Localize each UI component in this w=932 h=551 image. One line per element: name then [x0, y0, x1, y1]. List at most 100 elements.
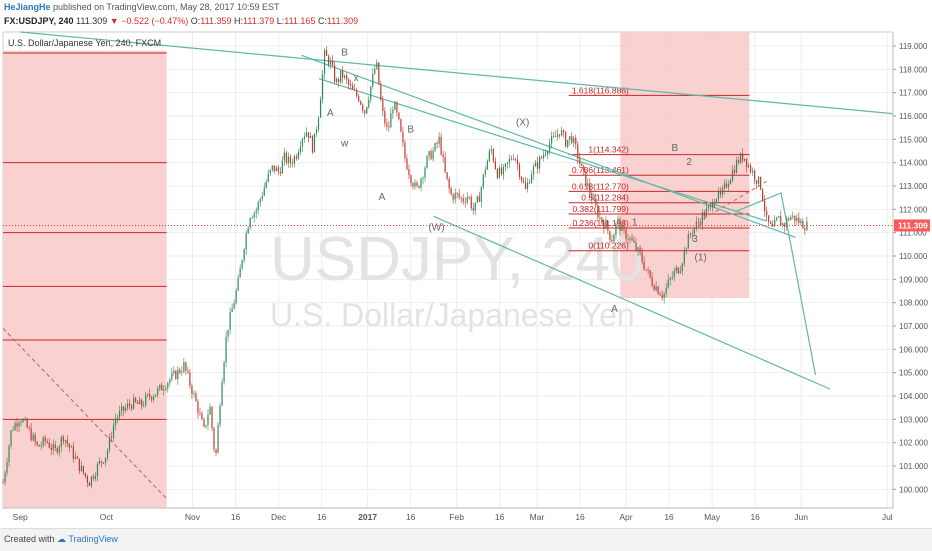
- candle-body: [217, 424, 219, 453]
- candle-body: [46, 441, 48, 443]
- candle-body: [4, 472, 6, 483]
- candle-body: [484, 169, 486, 175]
- candle-body: [165, 388, 167, 390]
- candle-body: [76, 456, 78, 459]
- candle-body: [80, 465, 82, 472]
- candle-body: [287, 156, 289, 163]
- candle-body: [502, 166, 505, 175]
- open-label: O:: [190, 16, 201, 26]
- candle-body: [631, 237, 633, 241]
- x-tick-label: Mar: [530, 512, 545, 522]
- candle-body: [504, 163, 507, 167]
- candle-body: [693, 227, 695, 234]
- y-tick-label: 108.000: [899, 299, 928, 308]
- candle-body: [309, 135, 312, 139]
- candle-body: [348, 79, 350, 85]
- candle-body: [243, 249, 245, 261]
- publish-info: HeJiangHe published on TradingView.com, …: [4, 2, 280, 12]
- wave-label: A: [327, 108, 334, 119]
- candle-body: [131, 405, 133, 409]
- candle-body: [468, 197, 470, 198]
- open-value: 111.359: [200, 16, 232, 26]
- candle-body: [167, 382, 169, 389]
- candle-body: [40, 445, 42, 447]
- candle-body: [538, 157, 541, 169]
- y-tick-label: 116.000: [899, 112, 928, 121]
- candle-body: [581, 163, 583, 167]
- candle-body: [669, 278, 671, 280]
- candle-body: [289, 156, 291, 164]
- candle-body: [478, 196, 480, 202]
- candle-body: [657, 286, 659, 294]
- candle-body: [133, 397, 135, 409]
- candle-body: [430, 151, 432, 160]
- candle-body: [233, 303, 235, 309]
- candle-body: [729, 180, 732, 185]
- candle-body: [482, 174, 484, 188]
- candle-body: [579, 158, 581, 164]
- candle-body: [756, 180, 758, 184]
- candle-body: [599, 217, 601, 218]
- x-tick-label: 16: [231, 512, 241, 522]
- wave-label: B: [671, 143, 678, 154]
- candle-body: [253, 213, 255, 218]
- price-tag: [894, 219, 930, 232]
- candle-body: [199, 413, 201, 415]
- candle-body: [241, 260, 243, 269]
- candle-body: [764, 200, 766, 212]
- candle-body: [412, 183, 414, 187]
- candle-body: [30, 428, 32, 441]
- candle-body: [114, 419, 117, 426]
- x-tick-label: Sep: [13, 512, 28, 522]
- candle-body: [665, 287, 667, 294]
- candle-body: [772, 223, 774, 227]
- candle-body: [506, 162, 509, 164]
- candle-body: [245, 233, 247, 250]
- candle-body: [639, 247, 641, 253]
- candle-body: [794, 215, 796, 222]
- candle-body: [627, 239, 629, 240]
- candle-body: [26, 419, 28, 428]
- candle-body: [750, 165, 752, 173]
- candle-body: [583, 166, 585, 172]
- candle-body: [6, 462, 8, 473]
- candle-body: [269, 169, 271, 174]
- candle-body: [806, 221, 808, 231]
- wave-label: 3: [692, 234, 698, 245]
- candle-body: [340, 70, 342, 83]
- y-tick-label: 113.000: [899, 182, 928, 191]
- candle-body: [593, 198, 595, 201]
- x-tick-label: May: [704, 512, 721, 522]
- candle-body: [651, 277, 653, 286]
- candle-body: [120, 406, 123, 412]
- candle-body: [223, 362, 225, 383]
- candle-body: [251, 217, 253, 219]
- candle-body: [641, 252, 643, 262]
- candle-body: [175, 370, 177, 380]
- candle-body: [434, 143, 436, 151]
- candle-body: [127, 403, 129, 408]
- candle-body: [227, 329, 229, 337]
- price-change: −0.522 (−0.47%): [121, 16, 189, 26]
- candle-body: [790, 216, 792, 220]
- author-link[interactable]: HeJiangHe: [4, 2, 51, 12]
- candle-body: [591, 193, 593, 201]
- candle-body: [315, 129, 318, 134]
- candle-body: [247, 227, 249, 234]
- candle-body: [623, 224, 625, 230]
- candle-body: [653, 285, 655, 291]
- candle-body: [569, 136, 571, 140]
- candle-body: [291, 163, 293, 165]
- candle-body: [547, 151, 549, 155]
- x-tick-label: Nov: [185, 512, 201, 522]
- tradingview-link[interactable]: TradingView: [68, 534, 118, 544]
- candle-body: [520, 176, 523, 181]
- candle-body: [687, 234, 689, 249]
- candle-body: [786, 218, 788, 227]
- candle-body: [14, 423, 16, 430]
- candle-body: [66, 440, 68, 444]
- candle-body: [402, 131, 404, 143]
- candle-body: [118, 411, 121, 418]
- candle-body: [338, 78, 340, 83]
